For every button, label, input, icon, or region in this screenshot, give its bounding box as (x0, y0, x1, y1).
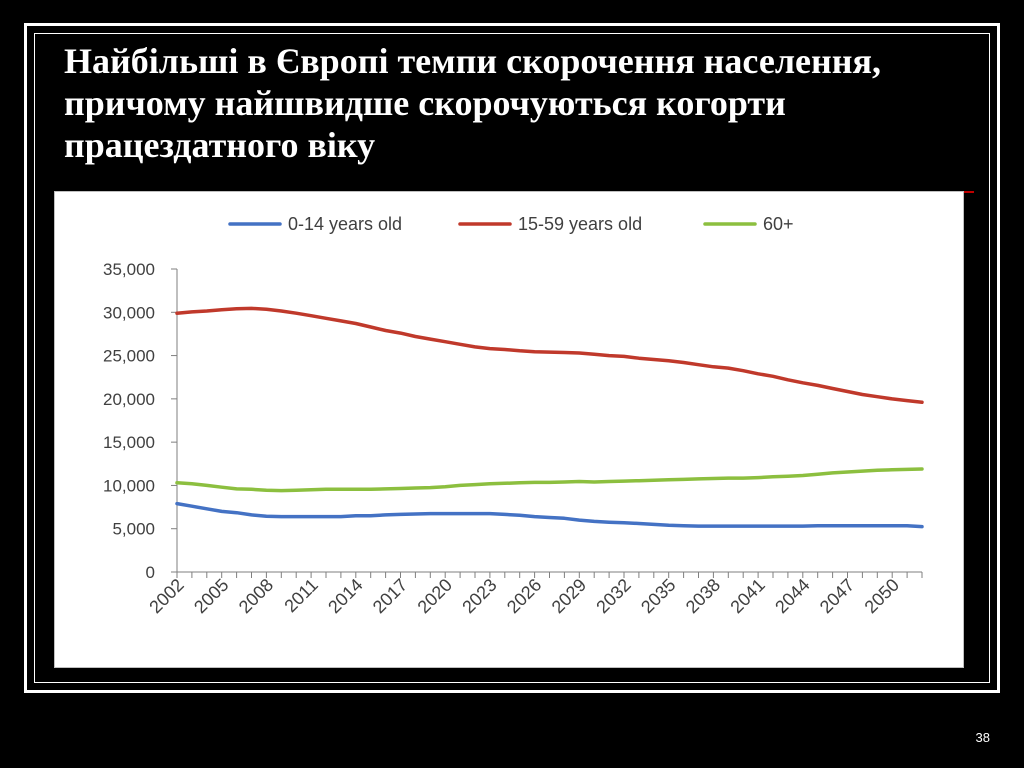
slide-title-line-1: Найбільші в Європі темпи скорочення насе… (64, 41, 881, 81)
legend-label-2: 15-59 years old (518, 214, 642, 234)
legend-label-3: 60+ (763, 214, 794, 234)
y-tick-label: 25,000 (103, 347, 155, 366)
y-tick-label: 15,000 (103, 433, 155, 452)
x-tick-label: 2014 (324, 575, 366, 617)
y-axis: 0 5,000 10,000 15,000 20,000 25,000 30,000 35,0… (103, 260, 178, 582)
y-tick-label: 20,000 (103, 390, 155, 409)
slide-frame-outer (24, 23, 1000, 693)
slide-title-line-2: причому найшвидше скорочуються когорти (64, 83, 786, 123)
x-axis: 2002 2005 2008 2011 2014 2017 2020 2023 2026 2029… (145, 571, 923, 617)
y-tick-label: 10,000 (103, 476, 155, 495)
series-line-3 (175, 467, 924, 493)
slide-title: Найбільші в Європі темпи скорочення насе… (64, 40, 984, 166)
x-tick-label: 2041 (726, 575, 768, 617)
legend-label-1: 0-14 years old (288, 214, 402, 234)
x-tick-label: 2047 (816, 575, 858, 617)
y-tick-label: 0 (146, 563, 155, 582)
x-tick-label: 2032 (592, 575, 634, 617)
x-tick-label: 2050 (861, 575, 903, 617)
y-tick-label: 35,000 (103, 260, 155, 279)
x-tick-label: 2005 (190, 575, 232, 617)
x-tick-label: 2044 (771, 575, 813, 617)
decorative-red-tick (960, 191, 974, 193)
x-tick-label: 2023 (458, 575, 500, 617)
page-number: 38 (975, 730, 990, 745)
chart-legend: 0-14 years old 15-59 years old 60+ (228, 214, 794, 234)
series-line-1 (175, 501, 924, 529)
population-line-chart: 0-14 years old 15-59 years old 60+ 0 5,000 1… (103, 214, 924, 617)
x-tick-label: 2020 (414, 575, 456, 617)
chart-panel: 0-14 years old 15-59 years old 60+ 0 5,000 1… (54, 191, 964, 668)
y-tick-label: 30,000 (103, 303, 155, 322)
x-tick-label: 2011 (280, 575, 322, 617)
x-tick-label: 2026 (503, 575, 545, 617)
slide-title-line-3: працездатного віку (64, 125, 376, 165)
y-tick-label: 5,000 (112, 520, 155, 539)
x-tick-label: 2038 (682, 575, 724, 617)
x-tick-label: 2008 (235, 575, 277, 617)
x-tick-label: 2029 (548, 575, 590, 617)
slide-frame-inner (34, 33, 990, 683)
chart-series (175, 306, 924, 529)
x-tick-label: 2017 (369, 575, 411, 617)
series-line-2 (175, 306, 924, 405)
x-tick-label: 2035 (637, 575, 679, 617)
